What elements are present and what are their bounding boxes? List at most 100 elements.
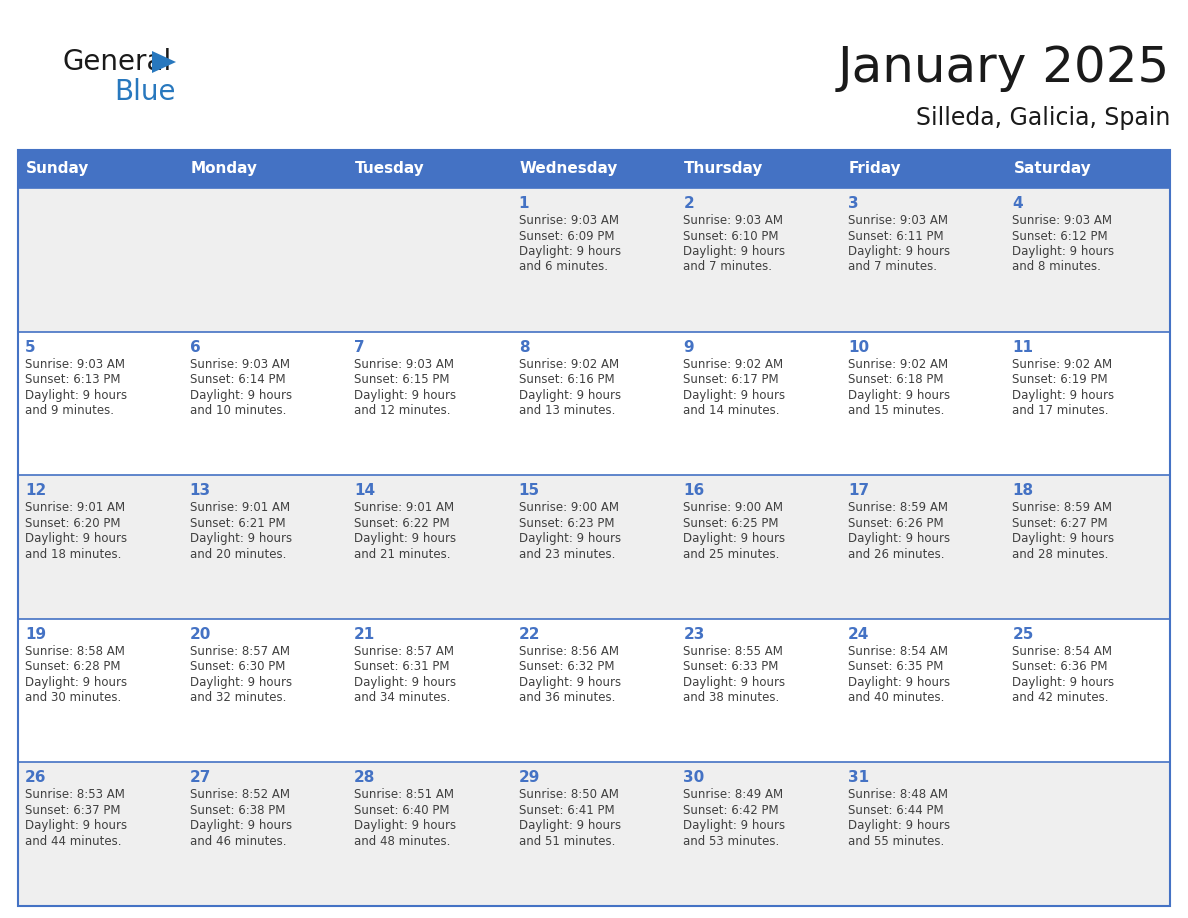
Text: and 9 minutes.: and 9 minutes. — [25, 404, 114, 417]
Text: and 15 minutes.: and 15 minutes. — [848, 404, 944, 417]
Bar — [1005, 150, 1170, 188]
Text: Sunrise: 9:02 AM: Sunrise: 9:02 AM — [683, 358, 783, 371]
Bar — [347, 150, 512, 188]
Text: Sunrise: 8:58 AM: Sunrise: 8:58 AM — [25, 644, 125, 658]
Text: Sunset: 6:22 PM: Sunset: 6:22 PM — [354, 517, 450, 530]
Text: Sunset: 6:44 PM: Sunset: 6:44 PM — [848, 804, 943, 817]
Text: Sunrise: 8:50 AM: Sunrise: 8:50 AM — [519, 789, 619, 801]
Text: 10: 10 — [848, 340, 868, 354]
Text: and 26 minutes.: and 26 minutes. — [848, 548, 944, 561]
Text: 16: 16 — [683, 483, 704, 498]
Text: and 46 minutes.: and 46 minutes. — [190, 834, 286, 848]
Text: Daylight: 9 hours: Daylight: 9 hours — [519, 532, 621, 545]
Bar — [512, 331, 676, 476]
Text: Sunset: 6:12 PM: Sunset: 6:12 PM — [1012, 230, 1108, 242]
Text: Sunrise: 8:49 AM: Sunrise: 8:49 AM — [683, 789, 783, 801]
Text: Daylight: 9 hours: Daylight: 9 hours — [190, 820, 292, 833]
Text: Sunset: 6:42 PM: Sunset: 6:42 PM — [683, 804, 779, 817]
Bar — [183, 619, 347, 763]
Bar — [512, 188, 676, 331]
Text: and 42 minutes.: and 42 minutes. — [1012, 691, 1108, 704]
Text: Sunrise: 9:03 AM: Sunrise: 9:03 AM — [848, 214, 948, 227]
Text: Daylight: 9 hours: Daylight: 9 hours — [25, 676, 127, 688]
Text: Daylight: 9 hours: Daylight: 9 hours — [354, 676, 456, 688]
Text: Sunrise: 9:00 AM: Sunrise: 9:00 AM — [519, 501, 619, 514]
Text: Sunset: 6:19 PM: Sunset: 6:19 PM — [1012, 373, 1108, 386]
Bar — [183, 763, 347, 906]
Text: 31: 31 — [848, 770, 868, 786]
Text: Sunrise: 9:01 AM: Sunrise: 9:01 AM — [354, 501, 454, 514]
Text: and 8 minutes.: and 8 minutes. — [1012, 261, 1101, 274]
Text: Sunset: 6:10 PM: Sunset: 6:10 PM — [683, 230, 779, 242]
Bar — [676, 763, 841, 906]
Text: Sunrise: 9:03 AM: Sunrise: 9:03 AM — [354, 358, 454, 371]
Text: Daylight: 9 hours: Daylight: 9 hours — [190, 532, 292, 545]
Text: Monday: Monday — [190, 162, 258, 176]
Text: 13: 13 — [190, 483, 210, 498]
Text: 4: 4 — [1012, 196, 1023, 211]
Text: Sunset: 6:26 PM: Sunset: 6:26 PM — [848, 517, 943, 530]
Text: 20: 20 — [190, 627, 211, 642]
Bar — [676, 331, 841, 476]
Bar — [347, 763, 512, 906]
Text: Sunrise: 9:03 AM: Sunrise: 9:03 AM — [25, 358, 125, 371]
Text: and 7 minutes.: and 7 minutes. — [848, 261, 937, 274]
Text: and 20 minutes.: and 20 minutes. — [190, 548, 286, 561]
Text: Daylight: 9 hours: Daylight: 9 hours — [848, 245, 950, 258]
Text: Sunrise: 9:03 AM: Sunrise: 9:03 AM — [1012, 214, 1112, 227]
Text: Wednesday: Wednesday — [519, 162, 618, 176]
Text: and 55 minutes.: and 55 minutes. — [848, 834, 944, 848]
Text: Daylight: 9 hours: Daylight: 9 hours — [1012, 245, 1114, 258]
Text: Daylight: 9 hours: Daylight: 9 hours — [848, 388, 950, 401]
Text: and 44 minutes.: and 44 minutes. — [25, 834, 121, 848]
Bar — [183, 188, 347, 331]
Text: 6: 6 — [190, 340, 201, 354]
Text: and 48 minutes.: and 48 minutes. — [354, 834, 450, 848]
Text: 24: 24 — [848, 627, 870, 642]
Bar — [18, 763, 183, 906]
Bar — [347, 188, 512, 331]
Text: Sunrise: 9:03 AM: Sunrise: 9:03 AM — [683, 214, 783, 227]
Text: Daylight: 9 hours: Daylight: 9 hours — [354, 820, 456, 833]
Text: Friday: Friday — [849, 162, 902, 176]
Bar — [841, 476, 1005, 619]
Text: and 14 minutes.: and 14 minutes. — [683, 404, 779, 417]
Bar — [183, 331, 347, 476]
Text: Sunset: 6:16 PM: Sunset: 6:16 PM — [519, 373, 614, 386]
Text: Tuesday: Tuesday — [355, 162, 425, 176]
Text: Sunrise: 8:59 AM: Sunrise: 8:59 AM — [1012, 501, 1112, 514]
Text: 19: 19 — [25, 627, 46, 642]
Text: Sunrise: 9:02 AM: Sunrise: 9:02 AM — [848, 358, 948, 371]
Text: and 40 minutes.: and 40 minutes. — [848, 691, 944, 704]
Text: Sunrise: 8:54 AM: Sunrise: 8:54 AM — [848, 644, 948, 658]
Bar — [512, 476, 676, 619]
Bar — [841, 763, 1005, 906]
Text: Sunset: 6:38 PM: Sunset: 6:38 PM — [190, 804, 285, 817]
Text: Thursday: Thursday — [684, 162, 764, 176]
Text: Daylight: 9 hours: Daylight: 9 hours — [683, 245, 785, 258]
Text: Sunrise: 8:55 AM: Sunrise: 8:55 AM — [683, 644, 783, 658]
Bar — [512, 763, 676, 906]
Text: Blue: Blue — [114, 78, 176, 106]
Text: 17: 17 — [848, 483, 868, 498]
Text: Sunday: Sunday — [26, 162, 89, 176]
Bar — [512, 150, 676, 188]
Text: Daylight: 9 hours: Daylight: 9 hours — [683, 388, 785, 401]
Text: Sunset: 6:11 PM: Sunset: 6:11 PM — [848, 230, 943, 242]
Bar — [1005, 619, 1170, 763]
Text: 28: 28 — [354, 770, 375, 786]
Text: and 25 minutes.: and 25 minutes. — [683, 548, 779, 561]
Text: Sunrise: 8:51 AM: Sunrise: 8:51 AM — [354, 789, 454, 801]
Bar — [18, 150, 1170, 906]
Text: Sunset: 6:21 PM: Sunset: 6:21 PM — [190, 517, 285, 530]
Text: Sunrise: 9:00 AM: Sunrise: 9:00 AM — [683, 501, 783, 514]
Text: Daylight: 9 hours: Daylight: 9 hours — [25, 388, 127, 401]
Bar — [676, 619, 841, 763]
Text: and 36 minutes.: and 36 minutes. — [519, 691, 615, 704]
Bar — [18, 188, 183, 331]
Text: Sunset: 6:33 PM: Sunset: 6:33 PM — [683, 660, 778, 673]
Text: 15: 15 — [519, 483, 539, 498]
Text: Sunrise: 8:52 AM: Sunrise: 8:52 AM — [190, 789, 290, 801]
Text: 3: 3 — [848, 196, 859, 211]
Text: Sunset: 6:15 PM: Sunset: 6:15 PM — [354, 373, 449, 386]
